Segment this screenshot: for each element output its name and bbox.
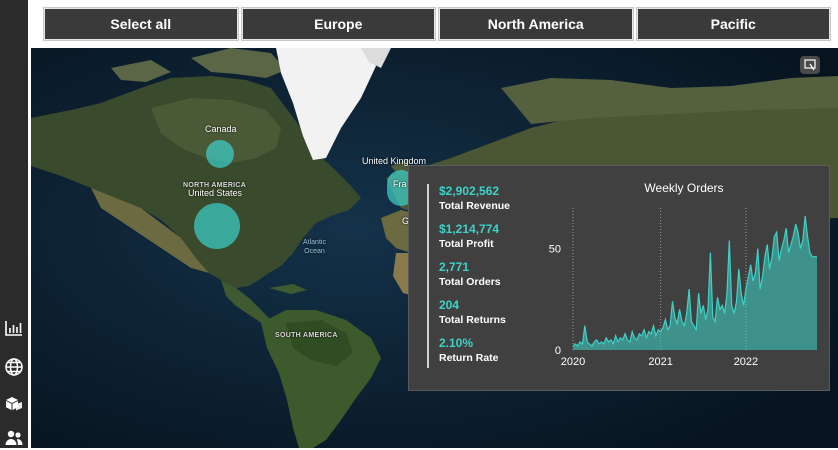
filter-north-america-button[interactable]: North America (438, 7, 634, 41)
map-label-germany: G (402, 216, 410, 226)
kpi-return-rate: 2.10% Return Rate (439, 336, 539, 374)
map-label-france: Fra (393, 179, 407, 189)
kpi-label: Return Rate (439, 352, 499, 364)
x-tick-label: 2021 (648, 356, 672, 368)
kpi-label: Total Returns (439, 314, 506, 326)
weekly-orders-line (572, 216, 817, 347)
kpi-total-profit: $1,214,774 Total Profit (439, 222, 539, 260)
kpi-total-orders: 2,771 Total Orders (439, 260, 539, 298)
kpi-total-returns: 204 Total Returns (439, 298, 539, 336)
kpi-value: $2,902,562 (439, 184, 500, 198)
weekly-orders-area (573, 216, 817, 350)
y-tick-label: 50 (549, 244, 561, 256)
chart-title: Weekly Orders (644, 181, 724, 195)
boxes-icon[interactable] (0, 392, 28, 416)
kpi-value: 2,771 (439, 260, 470, 274)
kpi-label: Total Orders (439, 276, 501, 288)
x-tick-label: 2020 (561, 356, 585, 368)
filter-pacific-button[interactable]: Pacific (635, 7, 831, 41)
weekly-orders-chart[interactable]: 2020 2021 2022 0 50 (527, 196, 827, 376)
kpi-label: Total Revenue (439, 200, 510, 212)
filter-europe-button[interactable]: Europe (240, 7, 436, 41)
x-tick-label: 2022 (734, 356, 758, 368)
nav-rail (0, 0, 28, 448)
map-label-united-kingdom: United Kingdom (362, 156, 427, 166)
focus-mode-button[interactable] (800, 56, 820, 74)
kpi-value: 2.10% (439, 336, 474, 350)
map-label-atlantic-ocean: Atlantic Ocean (303, 239, 326, 255)
filter-select-all-button[interactable]: Select all (43, 7, 239, 41)
globe-icon[interactable] (0, 355, 28, 379)
canada-bubble[interactable] (206, 140, 234, 168)
map-label-north-america: NORTH AMERICA (183, 182, 247, 189)
map-label-united-states: United States (188, 188, 243, 198)
focus-mode-icon (804, 59, 816, 71)
kpi-label: Total Profit (439, 238, 494, 250)
kpi-tooltip-card: $2,902,562 Total Revenue $1,214,774 Tota… (408, 165, 830, 391)
kpi-total-revenue: $2,902,562 Total Revenue (439, 184, 539, 222)
kpi-value: $1,214,774 (439, 222, 500, 236)
y-tick-label: 0 (555, 345, 561, 357)
map-label-canada: Canada (205, 124, 237, 134)
bar-chart-icon[interactable] (0, 316, 28, 340)
kpi-list: $2,902,562 Total Revenue $1,214,774 Tota… (427, 184, 539, 368)
kpi-value: 204 (439, 298, 460, 312)
users-icon[interactable] (0, 426, 28, 450)
region-filter-bar: Select all Europe North America Pacific (43, 7, 831, 41)
united-states-bubble[interactable] (194, 203, 240, 249)
map-label-south-america: SOUTH AMERICA (275, 332, 338, 339)
